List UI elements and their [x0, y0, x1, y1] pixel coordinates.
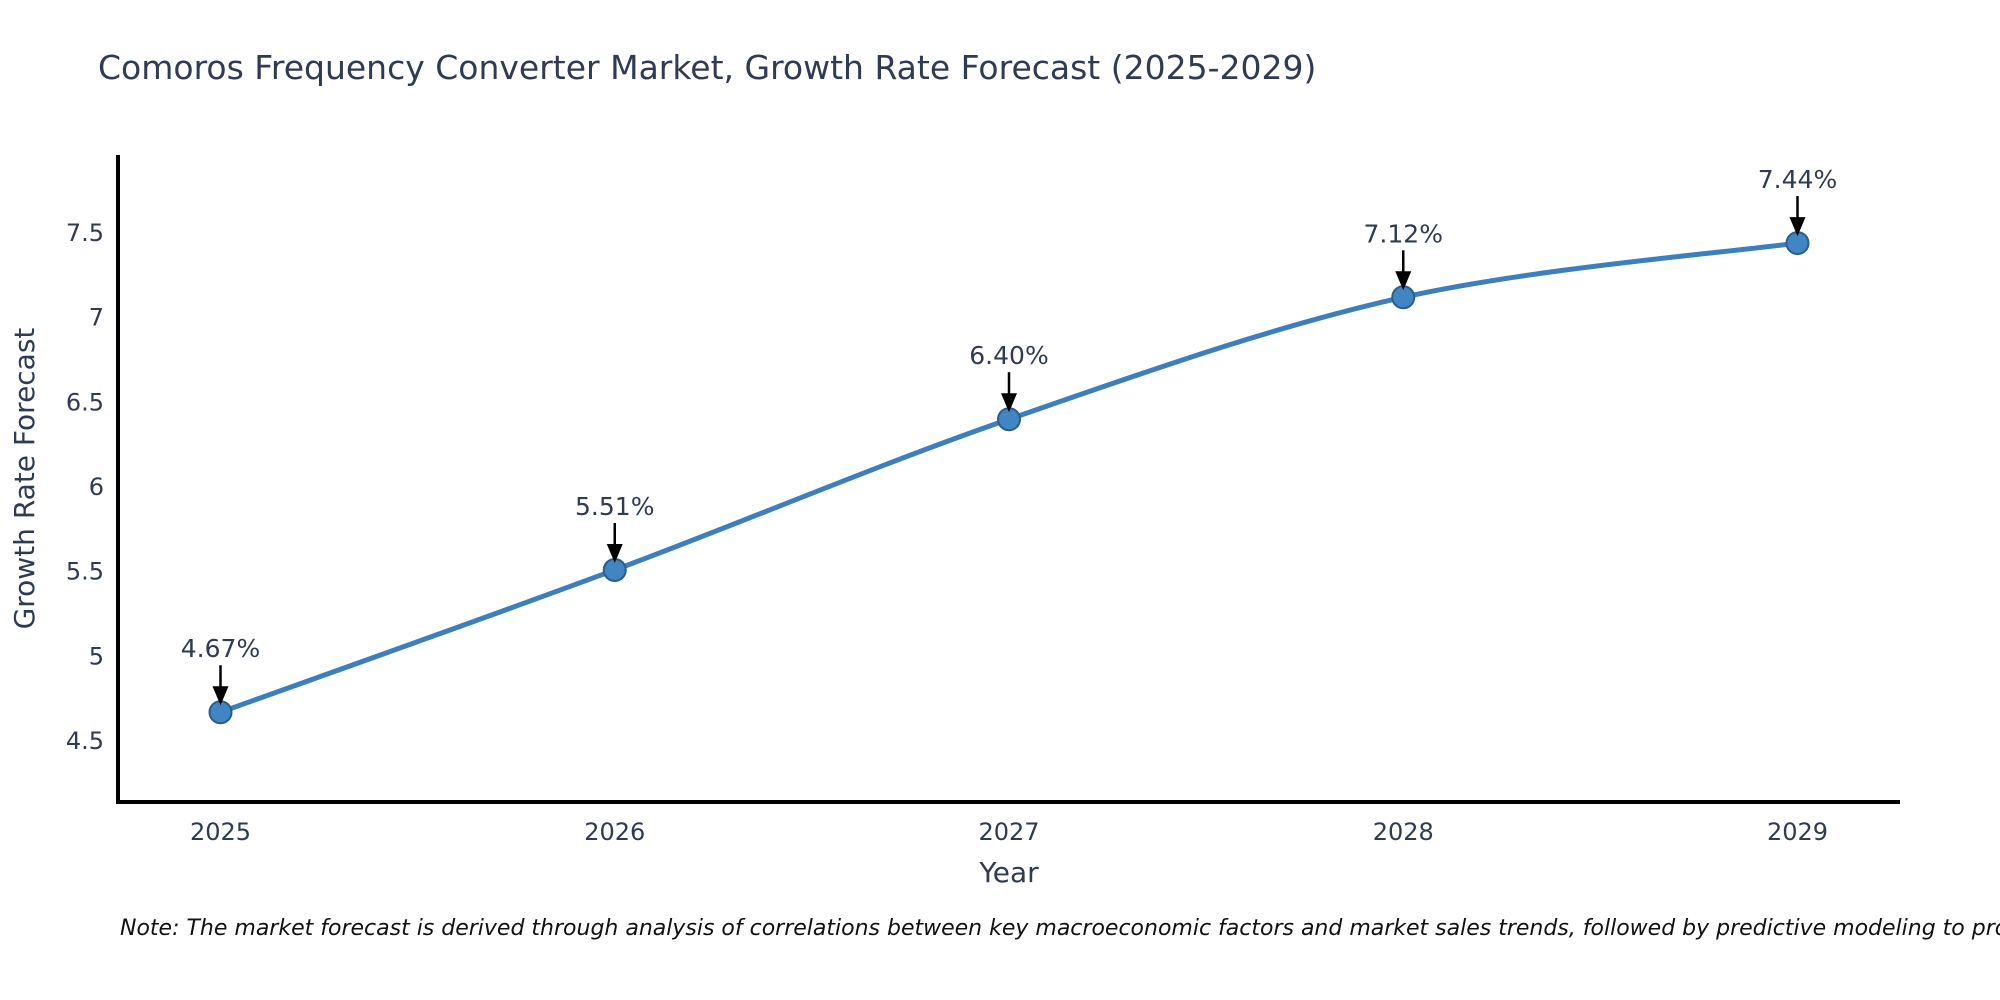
data-point-label-2029: 7.44% — [1758, 165, 1837, 194]
data-point-label-2028: 7.12% — [1364, 219, 1443, 248]
x-axis-title: Year — [978, 856, 1039, 889]
x-axis-tick-label-2027: 2027 — [978, 818, 1039, 846]
data-point-label-2025: 4.67% — [181, 634, 260, 663]
annotation-arrowhead-icon — [606, 543, 623, 563]
axis-spines — [116, 155, 1900, 804]
chart-title: Comoros Frequency Converter Market, Grow… — [98, 48, 1317, 87]
y-axis-tick-label-6.5: 6.5 — [66, 388, 104, 416]
annotation-arrowhead-icon — [1395, 271, 1412, 291]
x-axis-tick-label-2029: 2029 — [1767, 818, 1828, 846]
y-axis-tick-label-5: 5 — [89, 642, 104, 670]
y-axis-tick-label-6: 6 — [89, 473, 104, 501]
forecast-line-series — [218, 240, 1800, 715]
annotation-arrowhead-icon — [212, 686, 229, 706]
y-axis-tick-label-7: 7 — [89, 304, 104, 332]
footnote: Note: The market forecast is derived thr… — [120, 916, 2000, 941]
annotation-arrowhead-icon — [1789, 217, 1806, 237]
x-axis-tick-label-2028: 2028 — [1373, 818, 1434, 846]
y-axis-tick-label-5.5: 5.5 — [66, 558, 104, 586]
data-point-label-2027: 6.40% — [969, 341, 1048, 370]
x-axis-tick-label-2026: 2026 — [584, 818, 645, 846]
y-axis-title: Growth Rate Forecast — [8, 328, 41, 630]
x-axis-tick-label-2025: 2025 — [190, 818, 251, 846]
data-point-label-2026: 5.51% — [575, 492, 654, 521]
annotation-arrowhead-icon — [1001, 393, 1017, 413]
y-axis-tick-label-7.5: 7.5 — [66, 219, 104, 247]
y-axis-tick-label-4.5: 4.5 — [66, 727, 104, 755]
